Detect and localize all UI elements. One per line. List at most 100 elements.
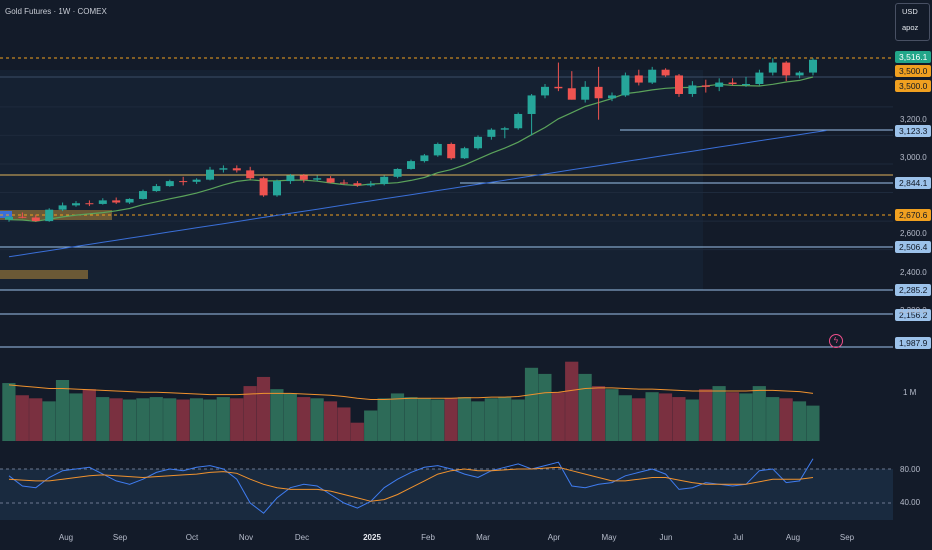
- volume-bar: [82, 389, 96, 441]
- volume-bar: [591, 386, 606, 441]
- price-label: 3,500.0: [895, 65, 932, 77]
- candle-body: [728, 82, 737, 84]
- candle-body: [366, 183, 375, 186]
- volume-bar: [270, 389, 284, 441]
- volume-bar: [672, 397, 686, 441]
- time-axis-label: Oct: [185, 533, 199, 542]
- candle-body: [232, 168, 241, 171]
- volume-bar: [739, 393, 753, 441]
- lightning-icon[interactable]: ϟ: [829, 334, 843, 348]
- candle-body: [755, 72, 764, 84]
- candle-body: [420, 155, 429, 162]
- price-axis-label: 2,600.0: [900, 229, 927, 238]
- candle-body: [246, 170, 255, 179]
- price-axis-label: 3,000.0: [900, 153, 927, 162]
- candle-body: [125, 198, 134, 203]
- candle-body: [112, 200, 121, 203]
- candle-body: [675, 75, 683, 94]
- price-label: 2,670.6: [895, 209, 932, 221]
- volume-bar: [323, 401, 338, 441]
- volume-bar: [404, 397, 418, 441]
- candle-body: [474, 136, 482, 149]
- price-label: 1,987.9: [895, 337, 932, 349]
- candle-body: [72, 203, 80, 206]
- volume-bar: [136, 398, 150, 441]
- candle-body: [85, 203, 94, 205]
- rsi-pane: [0, 458, 893, 520]
- candle-body: [353, 183, 362, 186]
- time-axis-label: Jul: [732, 533, 744, 542]
- volume-axis-label: 1 M: [903, 388, 917, 397]
- price-label: 3,123.3: [895, 125, 932, 137]
- candle-body: [768, 62, 777, 73]
- symbol-title[interactable]: Gold Futures · 1W · COMEX: [5, 7, 107, 16]
- volume-bar: [337, 407, 351, 441]
- candle-body: [742, 83, 750, 85]
- candle-body: [5, 216, 13, 220]
- volume-bar: [350, 422, 364, 441]
- candle-body: [152, 186, 161, 192]
- volume-bar: [230, 398, 244, 441]
- candle-body: [407, 161, 415, 169]
- volume-bar: [216, 397, 230, 441]
- volume-bar: [605, 389, 619, 441]
- candle-body: [219, 168, 228, 170]
- candle-body: [179, 181, 188, 183]
- currency-label: USD: [902, 7, 918, 16]
- volume-bar: [538, 373, 552, 441]
- price-label: 2,506.4: [895, 241, 932, 253]
- volume-bar: [725, 392, 740, 441]
- candle-body: [18, 216, 27, 218]
- candle-body: [380, 176, 389, 184]
- volume-bar: [792, 401, 807, 441]
- candle-body: [313, 178, 322, 180]
- volume-bar: [632, 398, 646, 441]
- candle-body: [541, 86, 549, 96]
- volume-bar: [524, 367, 539, 441]
- volume-bar: [752, 386, 766, 441]
- candle-body: [286, 175, 295, 182]
- volume-pane: [0, 360, 893, 442]
- rsi-axis-label: 80.00: [900, 465, 921, 474]
- candle-body: [393, 168, 402, 177]
- time-axis-label: Jun: [659, 533, 673, 542]
- volume-bar: [364, 410, 378, 441]
- time-axis-label: Apr: [547, 533, 561, 542]
- volume-bar: [779, 398, 793, 441]
- volume-bar: [15, 395, 29, 441]
- price-label: 3,516.1: [895, 51, 932, 63]
- candle-body: [45, 209, 54, 222]
- volume-bar: [109, 398, 123, 441]
- rsi-axis-label: 40.00: [900, 498, 921, 507]
- candle-body: [648, 69, 657, 83]
- volume-bar: [310, 398, 324, 441]
- candle-body: [514, 113, 523, 129]
- volume-bar: [176, 399, 190, 441]
- volume-bar: [471, 401, 485, 441]
- volume-bar: [297, 397, 311, 441]
- time-axis-label: Sep: [839, 533, 855, 542]
- candle-body: [487, 129, 496, 137]
- zone-box-lower: [0, 270, 88, 279]
- currency-unit-box[interactable]: USD apoz: [895, 3, 930, 41]
- volume-bar: [484, 398, 498, 441]
- candle-body: [326, 178, 335, 183]
- time-axis-label: Aug: [785, 533, 801, 542]
- volume-bar: [189, 398, 204, 441]
- volume-bar: [658, 393, 673, 441]
- volume-bar: [457, 397, 472, 441]
- volume-bar: [390, 393, 405, 441]
- candle-body: [31, 217, 40, 222]
- volume-bar: [256, 376, 271, 441]
- candle-body: [688, 85, 697, 94]
- candle-body: [809, 59, 817, 73]
- time-axis-label: Aug: [58, 533, 74, 542]
- candle-body: [98, 200, 107, 204]
- volume-bar: [29, 398, 43, 441]
- time-axis-label: Sep: [112, 533, 128, 542]
- time-axis-label: May: [601, 533, 617, 542]
- volume-bar: [444, 398, 458, 441]
- volume-ma-line: [8, 384, 814, 400]
- volume-bar: [699, 389, 713, 441]
